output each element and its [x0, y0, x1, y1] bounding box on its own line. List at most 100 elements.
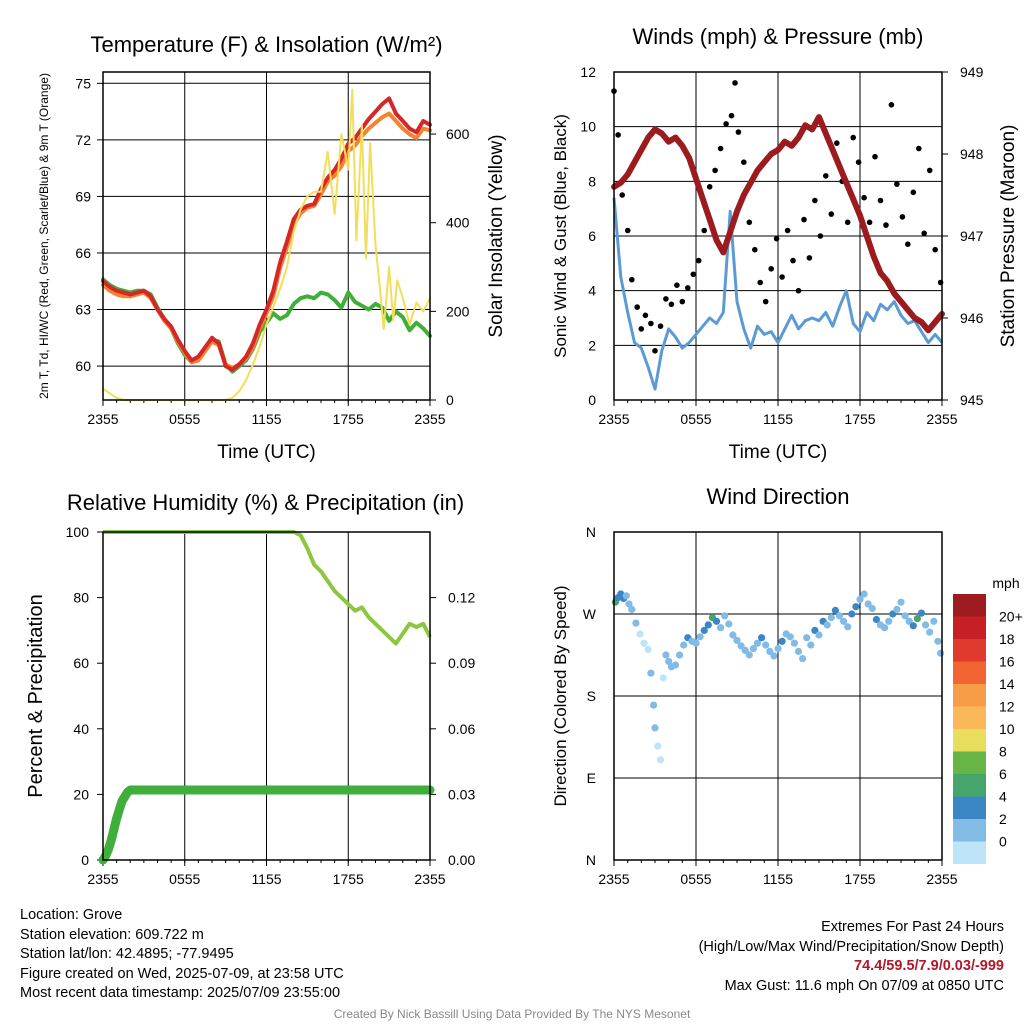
- max-gust-text: Max Gust: 11.6 mph On 07/09 at 0850 UTC: [724, 977, 1004, 994]
- gust-point: [757, 279, 763, 286]
- gust-point: [872, 153, 878, 160]
- x-tick-label: 2355: [414, 871, 445, 887]
- colorbar-label: 20+: [999, 609, 1023, 625]
- y-tick-label: 100: [66, 524, 90, 540]
- y2-tick-label: 948: [960, 146, 984, 162]
- gust-point: [877, 197, 884, 204]
- series-line: [101, 96, 432, 372]
- direction-point: [897, 598, 905, 606]
- direction-point: [860, 590, 868, 598]
- gust-point: [844, 219, 851, 226]
- direction-point: [644, 645, 652, 654]
- gust-point: [861, 194, 867, 201]
- x-tick-label: 1155: [251, 871, 281, 887]
- temperature-panel: 2355 0555 1155 1755 2355 60 63 66 69 72 75 0 200 400 6…: [37, 32, 507, 463]
- gust-point: [910, 189, 917, 196]
- plot-frame: [102, 531, 431, 861]
- gust-point: [634, 304, 640, 310]
- x-tick-label: 2355: [598, 411, 629, 427]
- y-tick-label: 12: [580, 64, 596, 80]
- direction-point: [930, 617, 938, 625]
- direction-point: [632, 619, 640, 627]
- gust-point: [701, 227, 707, 234]
- y-tick-label: 60: [75, 358, 91, 374]
- gust-point: [642, 312, 649, 319]
- x-tick-label: 2355: [87, 411, 118, 427]
- x-tick-label: 0555: [680, 411, 711, 427]
- gust-point: [768, 266, 774, 272]
- gust-point: [795, 287, 802, 294]
- series-line: [612, 197, 944, 391]
- direction-point: [741, 646, 749, 655]
- extremes-info: Extremes For Past 24 Hours (High/Low/Max…: [699, 918, 1004, 996]
- y-tick-label: 69: [75, 188, 91, 204]
- direction-point: [745, 651, 753, 659]
- y-tick-label: 6: [588, 228, 596, 244]
- x-tick-label: 0555: [169, 411, 200, 427]
- colorbar-label: 0: [999, 834, 1007, 850]
- extremes-values: 74.4/59.5/7.9/0.03/-999: [854, 958, 1004, 974]
- extremes-title: Extremes For Past 24 Hours: [821, 919, 1004, 935]
- gust-point: [806, 255, 813, 261]
- direction-point: [628, 605, 636, 614]
- gust-point: [773, 235, 780, 242]
- y-tick-label: 8: [588, 173, 596, 189]
- gust-point: [717, 145, 724, 152]
- y-tick-label: N: [586, 524, 596, 540]
- gust-point: [801, 216, 807, 223]
- direction-point: [934, 637, 942, 645]
- x-tick-label: 1155: [251, 411, 281, 427]
- gust-point: [674, 282, 680, 289]
- direction-point: [937, 649, 945, 657]
- y-tick-label: 80: [73, 590, 89, 606]
- colorbar-label: 14: [999, 676, 1015, 692]
- direction-point: [848, 610, 856, 618]
- direction-point: [700, 626, 708, 635]
- y-tick-label: 20: [73, 786, 89, 802]
- direction-point: [913, 615, 922, 623]
- direction-point: [917, 609, 926, 617]
- chart-title: Wind Direction: [706, 484, 849, 509]
- direction-point: [811, 626, 819, 635]
- direction-point: [656, 756, 665, 764]
- direction-point: [852, 603, 860, 611]
- y-tick-label: 0: [81, 852, 89, 868]
- gust-point: [762, 298, 769, 305]
- chart-title: Winds (mph) & Pressure (mb): [633, 24, 924, 49]
- direction-point: [856, 595, 864, 604]
- direction-point: [762, 641, 770, 649]
- x-tick-label: 1155: [763, 411, 793, 427]
- direction-point: [662, 651, 670, 659]
- direction-point: [868, 604, 876, 613]
- direction-point: [831, 606, 840, 615]
- y2-tick-label: 945: [960, 392, 984, 408]
- direction-point: [753, 639, 762, 647]
- y-tick-label: S: [587, 688, 596, 704]
- direction-point: [770, 652, 778, 660]
- gust-point: [690, 271, 697, 278]
- y-tick-label: W: [583, 606, 597, 622]
- direction-point: [778, 637, 786, 645]
- x-tick-label: 1155: [763, 871, 793, 887]
- colorbar-label: 6: [999, 766, 1007, 782]
- gust-point: [624, 227, 631, 234]
- colorbar-swatch: [953, 796, 986, 819]
- gust-point: [619, 192, 625, 198]
- direction-point: [807, 641, 815, 649]
- colorbar-label: 10: [999, 721, 1015, 737]
- x-tick-label: 2355: [926, 871, 957, 887]
- y-axis-label: Sonic Wind & Gust (Blue, Black): [551, 114, 570, 358]
- direction-point: [758, 634, 766, 642]
- gust-point: [894, 181, 900, 187]
- direction-point: [889, 610, 897, 618]
- y-tick-label: 40: [73, 721, 89, 737]
- plot-frame: [102, 71, 431, 401]
- direction-point: [815, 631, 823, 639]
- y-tick-label: 63: [75, 302, 91, 318]
- gust-point: [685, 285, 691, 291]
- gust-point: [728, 112, 735, 119]
- direction-point: [794, 647, 803, 656]
- direction-point: [803, 634, 811, 642]
- direction-point: [922, 621, 930, 629]
- gust-point: [883, 222, 889, 228]
